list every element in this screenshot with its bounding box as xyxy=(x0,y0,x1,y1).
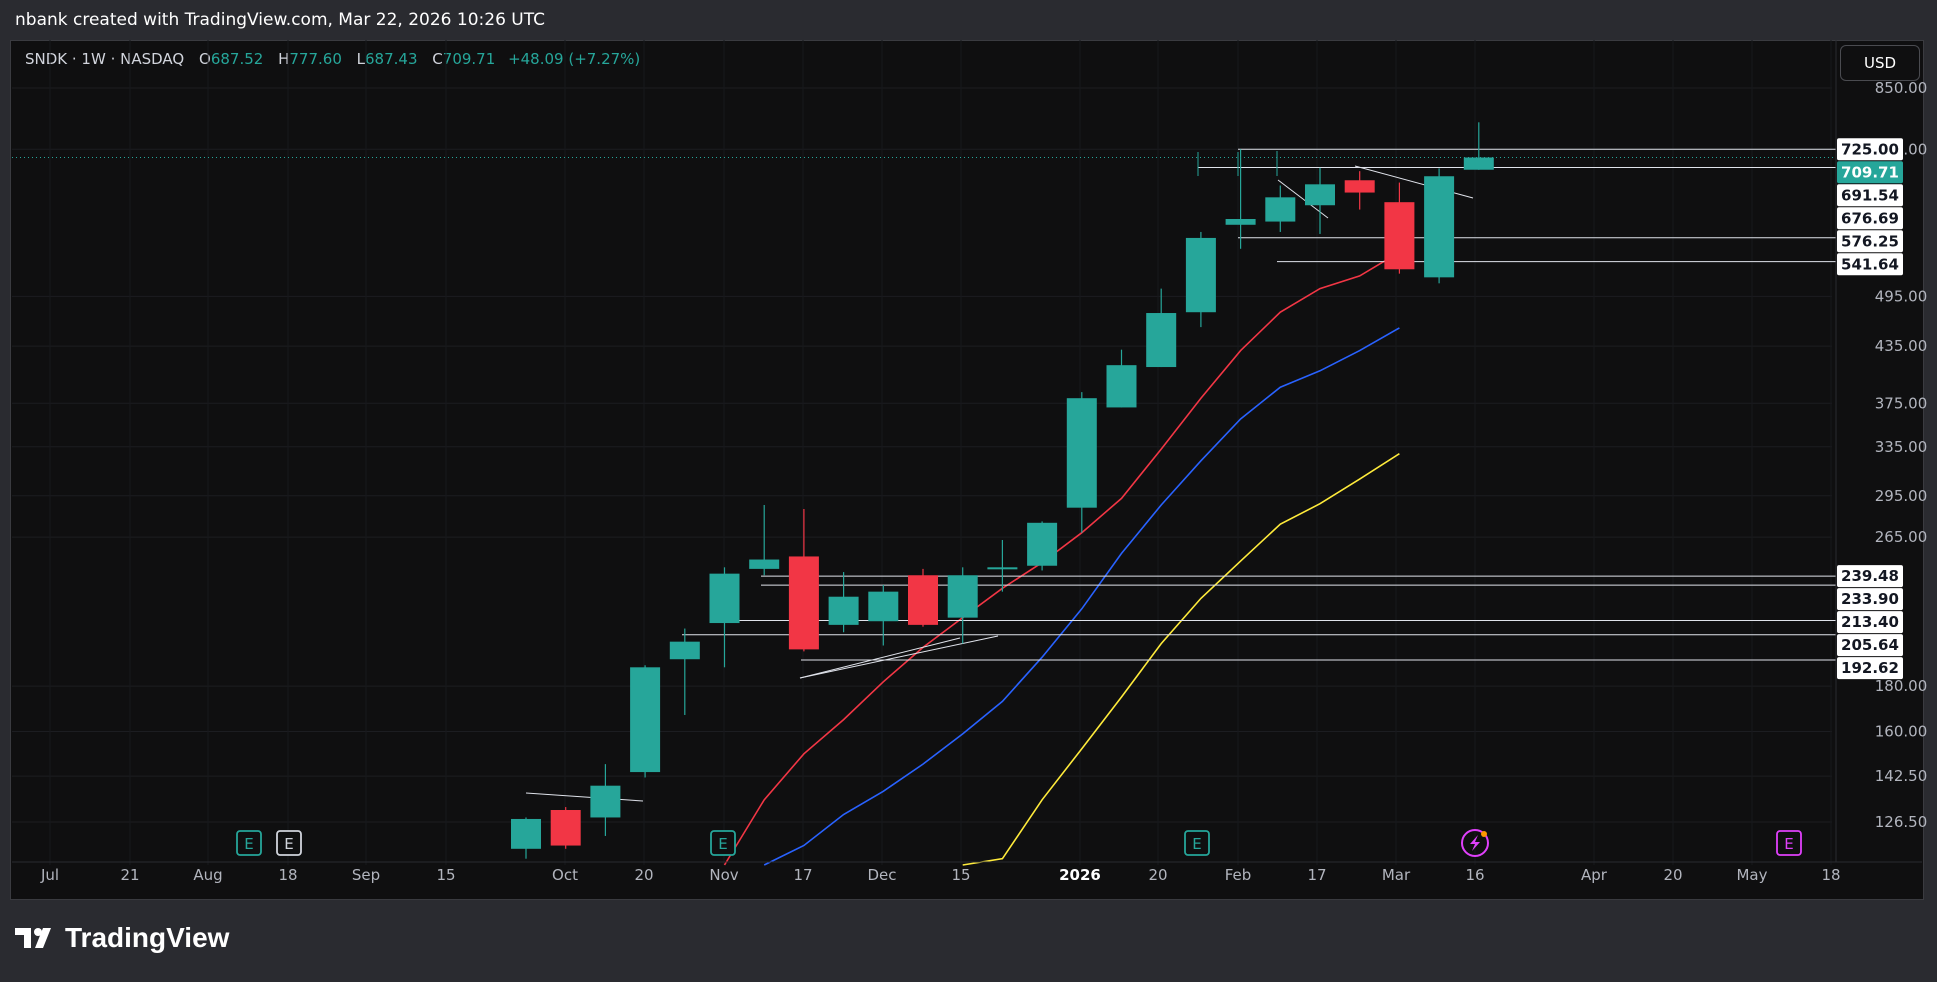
symbol-legend[interactable]: SNDK · 1W · NASDAQ O687.52 H777.60 L687.… xyxy=(25,50,640,68)
legend-high-label: H xyxy=(278,50,290,68)
legend-change: +48.09 (+7.27%) xyxy=(508,50,641,68)
credit-text: nbank created with TradingView.com, Mar … xyxy=(15,10,545,30)
top-bar: nbank created with TradingView.com, Mar … xyxy=(0,0,1937,40)
currency-button[interactable]: USD xyxy=(1840,45,1920,81)
legend-title: SNDK · 1W · NASDAQ xyxy=(25,50,185,68)
legend-open-label: O xyxy=(199,50,211,68)
legend-open-value: 687.52 xyxy=(210,50,264,68)
tradingview-logo-icon xyxy=(15,928,51,948)
legend-low-value: 687.43 xyxy=(365,50,418,68)
chart-pane[interactable] xyxy=(10,40,1924,900)
legend-close-value: 709.71 xyxy=(442,50,496,68)
tradingview-brand: TradingView xyxy=(65,922,230,953)
legend-low-label: L xyxy=(356,50,366,68)
tradingview-logo[interactable]: TradingView xyxy=(15,922,229,954)
legend-high-value: 777.60 xyxy=(289,50,342,68)
legend-close-label: C xyxy=(432,50,443,68)
